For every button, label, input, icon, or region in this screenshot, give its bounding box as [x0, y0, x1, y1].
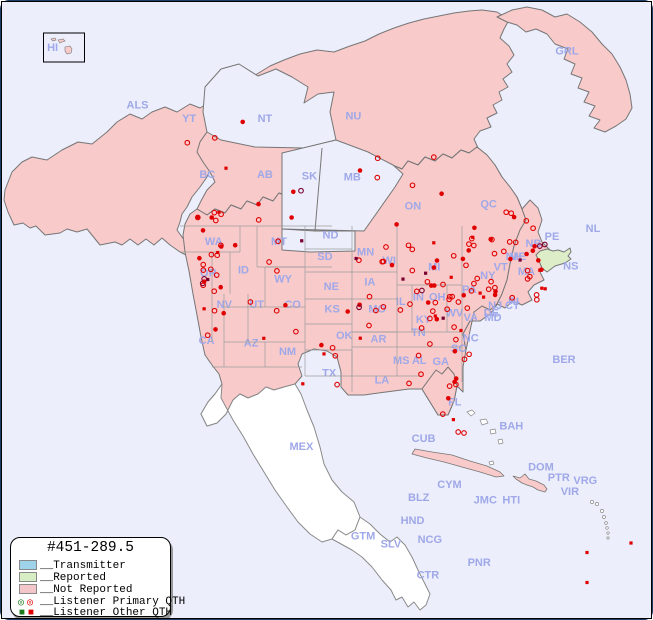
svg-text:PNR: PNR [468, 557, 491, 569]
svg-text:NT: NT [258, 113, 273, 125]
svg-text:HTI: HTI [502, 495, 520, 507]
svg-text:SK: SK [302, 171, 317, 183]
svg-text:VA: VA [463, 312, 478, 324]
svg-text:PTR: PTR [548, 472, 570, 484]
svg-text:KS: KS [325, 304, 340, 316]
svg-text:VIR: VIR [561, 486, 579, 498]
svg-text:BAH: BAH [499, 421, 523, 433]
svg-text:SD: SD [317, 251, 332, 263]
svg-text:ALS: ALS [127, 100, 149, 112]
svg-text:NU: NU [345, 110, 361, 122]
svg-text:MT: MT [271, 236, 287, 248]
svg-text:CTR: CTR [417, 569, 440, 581]
svg-text:NE: NE [324, 281, 339, 293]
svg-text:TX: TX [322, 368, 337, 380]
svg-text:VT: VT [494, 262, 508, 274]
svg-text:PE: PE [545, 231, 560, 243]
svg-text:GTM: GTM [351, 530, 375, 542]
svg-text:AL: AL [412, 355, 427, 367]
svg-text:ND: ND [323, 229, 339, 241]
svg-text:SLV: SLV [381, 538, 402, 550]
svg-text:NCG: NCG [418, 534, 442, 546]
svg-text:NV: NV [217, 299, 233, 311]
svg-text:WV: WV [446, 308, 464, 320]
svg-text:AR: AR [371, 334, 387, 346]
svg-text:NS: NS [563, 261, 578, 273]
svg-text:CYM: CYM [437, 479, 461, 491]
svg-text:MB: MB [344, 172, 361, 184]
svg-text:HI: HI [47, 42, 58, 54]
svg-text:HND: HND [401, 515, 425, 527]
svg-text:CUB: CUB [412, 433, 436, 445]
svg-text:QC: QC [480, 199, 497, 211]
svg-text:ME: ME [510, 251, 527, 263]
svg-text:BER: BER [552, 354, 575, 366]
svg-text:OK: OK [336, 330, 353, 342]
svg-text:BC: BC [199, 169, 215, 181]
svg-text:AB: AB [257, 169, 273, 181]
svg-text:BLZ: BLZ [408, 492, 430, 504]
svg-text:YT: YT [182, 113, 196, 125]
svg-text:ID: ID [238, 264, 249, 276]
svg-text:NL: NL [586, 223, 601, 235]
svg-text:NM: NM [279, 346, 296, 358]
svg-text:GA: GA [432, 356, 449, 368]
svg-text:IL: IL [396, 296, 406, 308]
svg-text:ON: ON [405, 201, 422, 213]
svg-text:MN: MN [357, 247, 374, 259]
svg-text:SC: SC [451, 343, 466, 355]
svg-text:GRL: GRL [555, 46, 579, 58]
svg-text:MEX: MEX [289, 441, 314, 453]
svg-text:MS: MS [393, 355, 410, 367]
svg-text:AZ: AZ [244, 338, 259, 350]
svg-text:WY: WY [274, 274, 292, 286]
svg-text:IA: IA [364, 277, 375, 289]
svg-text:DE: DE [484, 308, 499, 320]
svg-text:JMC: JMC [474, 495, 497, 507]
